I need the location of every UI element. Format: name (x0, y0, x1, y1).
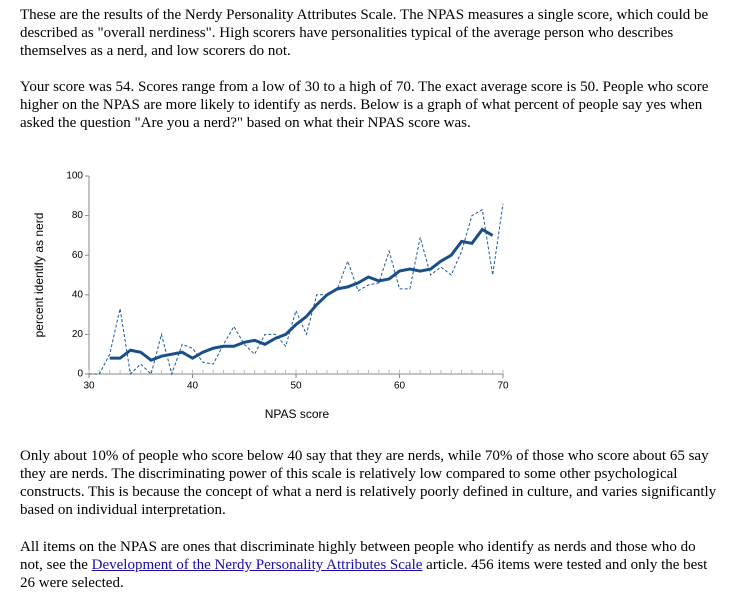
paragraph: These are the results of the Nerdy Perso… (20, 7, 709, 59)
series-line (89, 203, 504, 376)
x-tick-label: 50 (290, 381, 302, 392)
x-tick-label: 70 (497, 381, 509, 392)
x-tick-label: 40 (187, 381, 199, 392)
x-tick-label: 60 (394, 381, 406, 392)
link[interactable]: Development of the Nerdy Personality Att… (91, 557, 423, 573)
y-tick-label: 0 (77, 369, 83, 380)
chart: NPAS score percent identify as nerd 0 20 4… (32, 171, 509, 422)
series-line (109, 227, 494, 362)
text: All items on the NPAS are ones that disc… (20, 539, 696, 573)
y-tick-label: 40 (72, 289, 84, 300)
text: article. 456 items were tested and only … (20, 557, 708, 591)
y-axis-label: percent identify as nerd (32, 213, 46, 338)
y-tick-label: 20 (72, 329, 84, 340)
y-tick-label: 60 (72, 250, 84, 261)
y-tick-label: 80 (72, 210, 84, 221)
x-axis-label: NPAS score (265, 407, 330, 421)
paragraph: Only about 10% of people who score below… (20, 448, 717, 518)
paragraph: Your score was 54. Scores range from a l… (20, 79, 709, 131)
paragraph: All items on the NPAS are ones that disc… (20, 538, 720, 592)
x-tick-label: 30 (83, 381, 95, 392)
y-tick-label: 100 (66, 171, 83, 182)
